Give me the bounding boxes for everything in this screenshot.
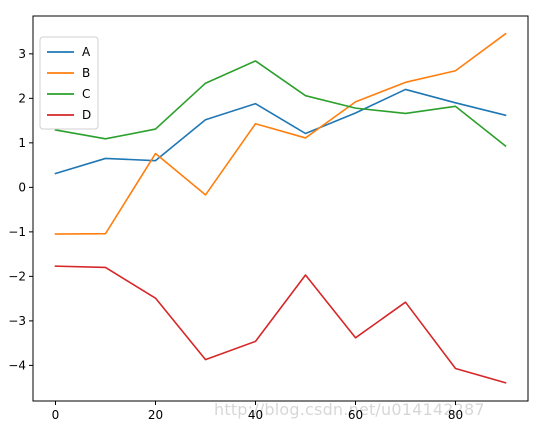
series-line-c	[54, 60, 507, 148]
y-tick-label: 1	[18, 136, 26, 150]
y-tick-label: −2	[8, 269, 26, 283]
legend-label-b: B	[82, 66, 90, 80]
y-tick-label: −4	[8, 358, 26, 372]
series-line-b	[54, 32, 507, 235]
legend-label-d: D	[82, 108, 91, 122]
x-tick-label: 20	[148, 408, 163, 422]
series-line-a	[54, 88, 507, 175]
y-tick-label: −3	[8, 314, 26, 328]
y-tick-label: 0	[18, 180, 26, 194]
legend-label-a: A	[82, 45, 91, 59]
x-tick-label: 80	[448, 408, 463, 422]
x-tick-label: 40	[248, 408, 263, 422]
x-tick-label: 60	[348, 408, 363, 422]
y-tick-label: 2	[18, 91, 26, 105]
plot-frame	[32, 15, 529, 402]
legend-box	[39, 36, 99, 130]
legend-label-c: C	[82, 87, 90, 101]
y-tick-label: 3	[18, 47, 26, 61]
series-line-d	[54, 265, 507, 384]
y-tick-label: −1	[8, 225, 26, 239]
x-tick-label: 0	[52, 408, 60, 422]
